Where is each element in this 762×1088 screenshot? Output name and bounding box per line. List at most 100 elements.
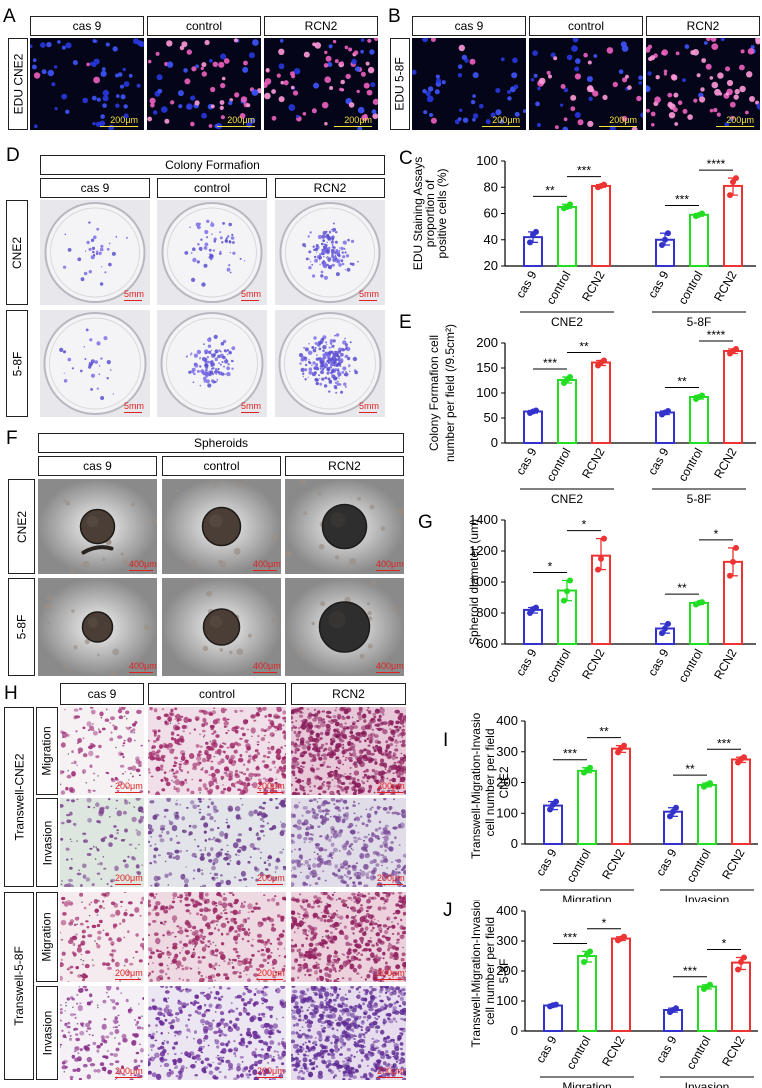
stained-cell [291,896,295,899]
stained-cell [201,956,206,959]
stained-cell [331,961,335,965]
colony [311,263,314,266]
stained-cell [256,933,263,938]
stained-cell [309,729,314,735]
stained-cell [257,950,261,953]
stained-cell [322,781,326,784]
stained-cell [234,941,238,945]
nucleus [538,77,546,85]
stained-cell [373,770,379,776]
nucleus [560,103,564,107]
stained-cell [281,774,286,779]
stained-cell [219,854,223,857]
panel-b-header-control: control [529,16,643,36]
nucleus [675,51,680,56]
stained-cell [402,725,405,728]
stained-cell [200,1060,204,1065]
stained-cell [275,715,281,719]
debris [193,558,196,562]
pore [65,1036,67,1039]
colony [345,254,350,258]
nucleus [749,96,755,102]
colony [202,376,207,381]
stained-cell [242,719,248,725]
stained-cell [196,1038,203,1045]
stained-cell [324,972,329,977]
colony [335,391,338,394]
pore [96,1004,99,1007]
stained-cell [179,894,183,899]
stained-cell [212,876,216,881]
pore [213,954,216,957]
stained-cell [383,1024,385,1026]
stained-cell [189,967,192,970]
stained-cell [299,948,302,951]
stained-cell [380,1029,385,1035]
stained-cell [353,812,356,815]
stained-cell [185,935,189,937]
stained-cell [392,811,398,815]
stained-cell [110,1070,113,1073]
stained-cell [362,781,366,785]
stained-cell [204,749,209,756]
colony [341,348,345,352]
stained-cell [300,754,304,758]
colony [304,378,307,381]
nucleus [249,117,256,124]
stained-cell [192,948,195,951]
stained-cell [389,956,394,959]
stained-cell [123,936,126,939]
stained-cell [197,804,200,807]
stained-cell [373,918,376,921]
stained-cell [382,957,385,960]
colony [338,263,342,267]
stained-cell [190,790,195,795]
colony [354,370,358,375]
stained-cell [328,720,330,723]
debris [335,555,340,560]
stained-cell [170,852,173,855]
stained-cell [113,825,117,828]
stained-cell [120,839,125,842]
transwell-5-8f-migration-rcn2: 200μm [291,892,406,982]
stained-cell [179,989,184,993]
stained-cell [344,759,347,761]
stained-cell [112,923,118,927]
stained-cell [211,964,216,969]
stained-cell [195,994,199,999]
stained-cell [228,770,233,775]
stained-cell [81,973,87,979]
stained-cell [387,724,390,727]
stained-cell [349,951,353,954]
stained-cell [216,892,222,897]
stained-cell [391,892,395,895]
stained-cell [171,931,174,934]
stained-cell [205,1009,210,1012]
stained-cell [326,903,331,908]
colony [115,236,118,238]
colony [345,347,348,350]
stained-cell [151,970,154,973]
pore [71,762,73,764]
stained-cell [127,737,132,743]
stained-cell [167,976,170,979]
stained-cell [88,745,93,750]
stained-cell [321,710,326,713]
stained-cell [379,707,385,714]
stained-cell [246,746,251,751]
nucleus [136,83,141,88]
stained-cell [229,910,234,914]
stained-cell [73,760,77,765]
stained-cell [355,782,361,788]
stained-cell [374,810,378,814]
stained-cell [310,930,314,935]
stained-cell [337,779,342,784]
stained-cell [171,736,174,741]
scale-bar: 200μm [115,1066,143,1078]
stained-cell [220,1018,225,1022]
nucleus [618,69,624,74]
stained-cell [294,750,297,754]
stained-cell [88,903,91,906]
stained-cell [248,827,252,832]
pore [93,779,95,781]
